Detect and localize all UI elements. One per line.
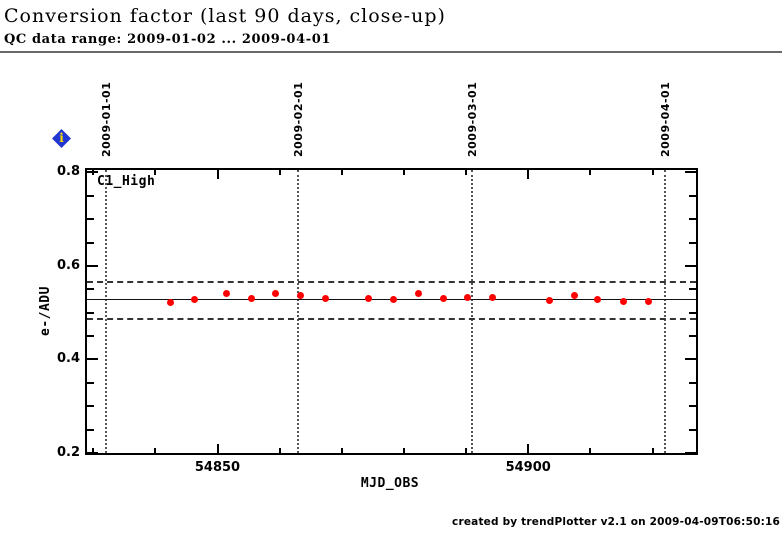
date-label: 2009-04-01: [658, 81, 672, 157]
data-point: [594, 296, 602, 304]
data-point: [464, 293, 472, 301]
x-tick: [154, 170, 157, 175]
y-tick-label: 0.8: [56, 164, 80, 180]
y-tick: [685, 452, 696, 454]
data-point: [619, 298, 627, 306]
month-gridline: [297, 170, 300, 453]
x-tick: [340, 448, 343, 453]
info-icon-glyph: i: [59, 131, 64, 145]
y-tick: [689, 428, 696, 431]
data-point: [414, 290, 422, 298]
y-tick: [689, 218, 696, 221]
header-divider: [0, 51, 782, 53]
y-tick: [87, 358, 98, 361]
x-tick: [527, 444, 530, 453]
y-tick: [87, 194, 94, 197]
data-point: [570, 291, 578, 299]
y-tick: [87, 428, 94, 431]
data-point: [488, 293, 496, 301]
date-label: 2009-02-01: [292, 81, 306, 157]
data-point: [440, 295, 448, 303]
y-tick: [689, 405, 696, 408]
y-tick: [685, 358, 696, 361]
x-tick: [278, 170, 281, 175]
month-gridline: [663, 170, 666, 453]
x-tick: [465, 448, 468, 453]
qc-data-range: QC data range: 2009-01-02 ... 2009-04-01: [4, 32, 332, 47]
data-point: [321, 294, 329, 302]
y-tick: [87, 171, 98, 174]
y-tick: [689, 288, 696, 291]
date-label: 2009-01-01: [99, 81, 113, 157]
x-tick: [527, 170, 530, 179]
y-tick: [689, 381, 696, 384]
y-tick: [87, 264, 98, 267]
data-point: [389, 296, 397, 304]
month-gridline: [471, 170, 474, 453]
date-label: 2009-03-01: [466, 81, 480, 157]
x-tick: [402, 448, 405, 453]
data-point: [645, 298, 653, 306]
x-tick: [589, 170, 592, 175]
x-tick: [589, 448, 592, 453]
data-point: [271, 289, 279, 297]
data-point: [296, 291, 304, 299]
y-axis-title: e-/ADU: [38, 286, 53, 336]
data-point: [191, 296, 198, 304]
y-tick: [689, 335, 696, 338]
data-point: [248, 295, 256, 303]
x-tick: [651, 170, 654, 175]
y-tick: [87, 288, 94, 291]
data-point: [222, 290, 230, 298]
x-tick: [154, 448, 157, 453]
threshold-line: [87, 280, 696, 283]
x-tick: [651, 448, 654, 453]
x-tick: [278, 448, 281, 453]
x-axis-title: MJD_OBS: [360, 476, 420, 491]
data-point: [546, 297, 554, 304]
threshold-line: [87, 317, 696, 320]
y-tick: [689, 311, 696, 314]
y-tick: [87, 311, 94, 314]
y-tick: [87, 241, 94, 244]
x-tick-label: 54850: [194, 460, 241, 475]
y-tick: [689, 194, 696, 197]
y-tick-label: 0.6: [56, 257, 80, 273]
month-gridline: [104, 170, 107, 453]
info-icon[interactable]: i: [52, 129, 71, 148]
y-tick: [87, 405, 94, 408]
x-tick: [216, 170, 219, 179]
y-tick-label: 0.2: [56, 445, 80, 460]
x-tick: [465, 170, 468, 175]
x-tick: [92, 448, 95, 453]
y-tick: [87, 218, 94, 221]
y-tick: [689, 241, 696, 244]
x-tick: [216, 444, 219, 453]
x-tick: [402, 170, 405, 175]
x-tick: [340, 170, 343, 175]
x-tick-label: 54900: [505, 460, 551, 475]
footer-credit: created by trendPlotter v2.1 on 2009-04-…: [452, 516, 780, 528]
y-tick: [87, 381, 94, 384]
y-tick-label: 0.4: [56, 351, 80, 367]
y-tick: [87, 452, 98, 454]
plot-area: C1_High: [85, 168, 698, 455]
y-tick: [685, 171, 696, 174]
series-label: C1_High: [97, 174, 156, 189]
page-title: Conversion factor (last 90 days, close-u…: [4, 5, 446, 27]
data-point: [365, 295, 372, 303]
y-tick: [87, 335, 94, 338]
y-tick: [685, 264, 696, 267]
data-point: [166, 299, 174, 307]
